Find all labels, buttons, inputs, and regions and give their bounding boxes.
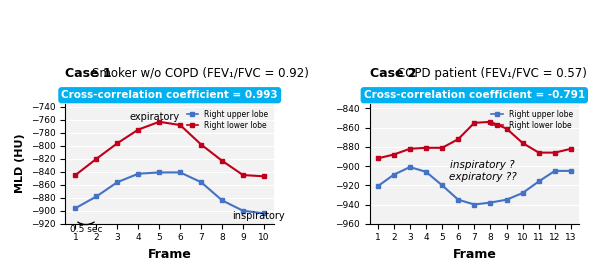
Text: Cross-correlation coefficient = -0.791: Cross-correlation coefficient = -0.791 — [364, 90, 585, 100]
Text: expiratory: expiratory — [130, 112, 180, 122]
Text: inspiratory ?
expiratory ??: inspiratory ? expiratory ?? — [449, 160, 516, 182]
Text: Case 2: Case 2 — [370, 67, 416, 79]
Legend: Right upper lobe, Right lower lobe: Right upper lobe, Right lower lobe — [489, 107, 575, 132]
Text: inspiratory: inspiratory — [233, 211, 285, 221]
Text: Cross-correlation coefficient = 0.993: Cross-correlation coefficient = 0.993 — [61, 90, 278, 100]
X-axis label: Frame: Frame — [452, 248, 496, 261]
Legend: Right upper lobe, Right lower lobe: Right upper lobe, Right lower lobe — [184, 107, 271, 132]
Text: 0.5 sec: 0.5 sec — [70, 225, 102, 234]
Text: COPD patient (FEV₁/FVC = 0.57): COPD patient (FEV₁/FVC = 0.57) — [397, 67, 587, 79]
X-axis label: Frame: Frame — [148, 248, 191, 261]
Text: Smoker w/o COPD (FEV₁/FVC = 0.92): Smoker w/o COPD (FEV₁/FVC = 0.92) — [92, 67, 309, 79]
Text: Case 1: Case 1 — [65, 67, 112, 79]
Y-axis label: MLD (HU): MLD (HU) — [15, 134, 25, 193]
